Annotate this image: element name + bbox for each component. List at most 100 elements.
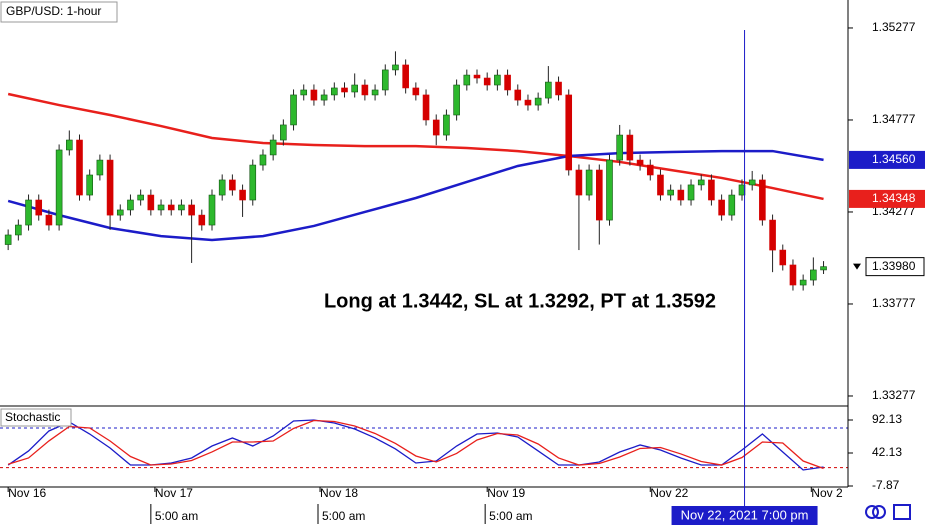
candle-body <box>381 69 389 91</box>
candle-body <box>616 134 623 161</box>
candle-body <box>86 174 93 196</box>
candle-body <box>667 189 674 196</box>
candle-body <box>341 87 348 93</box>
candle-body <box>76 139 83 196</box>
candle-body <box>810 269 817 281</box>
link-icon[interactable] <box>872 505 886 519</box>
candle-body <box>759 179 766 221</box>
candle-body <box>677 189 685 201</box>
chart-title: GBP/USD: 1-hour <box>6 4 101 18</box>
candle-body <box>310 89 318 101</box>
candle-body <box>565 94 573 171</box>
indicator-title: Stochastic <box>5 410 60 424</box>
annotation: Long at 1.3442, SL at 1.3292, PT at 1.35… <box>324 290 716 312</box>
toolbar-icons[interactable] <box>865 504 911 520</box>
candle-body <box>147 194 155 211</box>
crosshair-tag <box>671 506 818 525</box>
last-value-tag <box>849 189 925 208</box>
last-value-tag <box>849 150 925 169</box>
candle-body <box>66 139 73 151</box>
moving-average-line <box>7 92 824 201</box>
candle-body <box>524 99 532 106</box>
y-tick-label: 1.35277 <box>872 20 916 34</box>
title-box <box>0 1 118 23</box>
candle-body <box>443 114 450 136</box>
window-icon[interactable] <box>893 504 911 520</box>
x-tick-label: Nov 17 <box>155 486 193 500</box>
candle-body <box>55 149 63 226</box>
candle-body <box>4 234 12 245</box>
candle-body <box>789 264 797 286</box>
candle-body <box>606 159 613 221</box>
candle-body <box>575 169 583 196</box>
candle-body <box>167 204 175 211</box>
candle-body <box>769 219 776 251</box>
candle-body <box>494 74 501 86</box>
moving-average-line <box>7 149 824 242</box>
link-icon[interactable] <box>865 505 879 519</box>
candle-body <box>728 194 736 216</box>
candle-body <box>473 74 481 79</box>
candle-body <box>657 174 664 196</box>
y-tick-label: 1.34777 <box>872 112 916 126</box>
candle-body <box>320 94 328 101</box>
candle-body <box>198 214 206 226</box>
candle-body <box>45 214 53 226</box>
candle-body <box>646 164 654 176</box>
candle-body <box>697 179 705 186</box>
candle-body <box>687 184 695 201</box>
candle-body <box>178 204 185 211</box>
last-value-label: 1.34348 <box>872 191 916 205</box>
candle-body <box>534 97 542 106</box>
candle-body <box>229 179 236 191</box>
candle-body <box>412 87 420 96</box>
time-tick-label: 5:00 am <box>155 509 198 523</box>
candle-body <box>453 84 460 116</box>
candle-body <box>259 154 267 166</box>
last-price-tag <box>865 257 925 277</box>
candle-body <box>249 164 257 201</box>
candle-body <box>300 89 308 96</box>
candle-body <box>392 64 399 71</box>
candle-body <box>555 81 562 96</box>
time-tick-label: 5:00 am <box>489 509 532 523</box>
candle-body <box>779 249 787 266</box>
candle-body <box>290 94 297 126</box>
x-tick-label: Nov 22 <box>650 486 688 500</box>
candle-body <box>799 279 807 286</box>
x-tick-label: Nov 2 <box>811 486 843 500</box>
last-value-label: 1.34560 <box>872 152 916 166</box>
candle-body <box>351 84 358 93</box>
indicator-title-box <box>0 408 72 427</box>
candle-body <box>432 119 440 136</box>
candle-body <box>596 169 603 221</box>
candle-body <box>137 194 144 201</box>
candle-body <box>748 179 756 186</box>
stochastic-line <box>7 419 824 471</box>
candle-body <box>371 89 379 96</box>
crosshair-label: Nov 22, 2021 7:00 pm <box>681 507 809 522</box>
candle-body <box>116 209 124 216</box>
candle-body <box>463 74 471 86</box>
candle-body <box>504 74 511 91</box>
candle-body <box>718 199 725 216</box>
candle-body <box>483 77 491 86</box>
stochastic-line <box>7 419 824 470</box>
candle-body <box>626 134 634 161</box>
candle-body <box>402 64 409 89</box>
candle-body <box>35 199 43 216</box>
y-tick-label: 1.33777 <box>872 296 916 310</box>
last-price-label: 1.33980 <box>872 259 916 273</box>
last-price-arrow <box>853 263 861 270</box>
y-tick-label: -7.87 <box>872 478 900 492</box>
candle-body <box>636 159 644 166</box>
candle-body <box>106 159 114 216</box>
candle-body <box>96 159 104 176</box>
candle-body <box>239 189 246 201</box>
y-tick-label: 42.13 <box>872 445 902 459</box>
plot-layer <box>0 51 848 471</box>
candle-body <box>15 224 22 236</box>
candle-body <box>25 199 32 226</box>
